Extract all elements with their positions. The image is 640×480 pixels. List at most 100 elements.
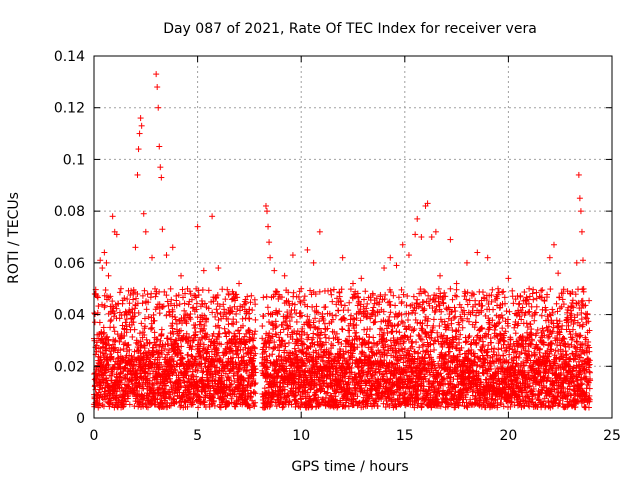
data-point [410, 293, 417, 300]
data-point [145, 299, 152, 306]
data-point [224, 286, 231, 293]
data-point [101, 329, 108, 336]
data-point [111, 328, 118, 335]
data-point [149, 324, 156, 331]
data-point [107, 395, 114, 402]
data-point [453, 286, 460, 293]
data-point [473, 312, 480, 319]
data-point [168, 296, 175, 303]
data-point [412, 316, 419, 323]
data-point [108, 316, 115, 323]
data-point [131, 403, 138, 410]
data-point [121, 332, 128, 339]
data-point [103, 341, 110, 348]
data-point [169, 308, 176, 315]
data-point [346, 299, 353, 306]
data-point [110, 324, 117, 331]
data-point [150, 351, 157, 358]
data-point [362, 288, 369, 295]
data-point [410, 327, 417, 334]
data-point [162, 354, 169, 361]
data-point [154, 396, 161, 403]
data-point [117, 347, 124, 354]
data-point [121, 401, 128, 408]
data-point [479, 289, 486, 296]
data-point [110, 345, 117, 352]
data-point [335, 339, 342, 346]
data-point [387, 309, 394, 316]
data-point [422, 289, 429, 296]
data-point [95, 345, 102, 352]
data-point [435, 285, 442, 292]
data-point [271, 345, 278, 352]
data-point [164, 335, 171, 342]
data-point [151, 329, 158, 336]
data-point [109, 298, 116, 305]
data-point [139, 329, 146, 336]
data-point [396, 329, 403, 336]
data-point [446, 348, 453, 355]
data-point [251, 388, 258, 395]
data-point [503, 308, 510, 315]
data-point [134, 290, 141, 297]
data-point [129, 381, 136, 388]
data-point [395, 294, 402, 301]
data-point [108, 377, 115, 384]
data-point [408, 340, 415, 347]
data-point [137, 338, 144, 345]
data-point [398, 298, 405, 305]
data-point [452, 308, 459, 315]
data-point [114, 403, 121, 410]
data-point [105, 361, 112, 368]
data-point [239, 315, 246, 322]
data-point [93, 373, 100, 380]
data-point [222, 296, 229, 303]
data-point [398, 318, 405, 325]
data-point [161, 288, 168, 295]
data-point [163, 292, 170, 299]
data-point [104, 333, 111, 340]
data-point [500, 288, 507, 295]
data-point [416, 344, 423, 351]
data-point [153, 342, 160, 349]
data-point [266, 344, 273, 351]
data-point [146, 377, 153, 384]
data-point [491, 333, 498, 340]
data-point [193, 300, 200, 307]
data-point [501, 294, 508, 301]
data-point [158, 361, 165, 368]
data-point [259, 323, 266, 330]
data-point [496, 319, 503, 326]
data-point [143, 306, 150, 313]
data-point [386, 313, 393, 320]
data-point [102, 369, 109, 376]
data-point [499, 315, 506, 322]
data-point [106, 401, 113, 408]
data-point [249, 307, 256, 314]
data-point [330, 286, 337, 293]
data-point [300, 297, 307, 304]
data-point [131, 326, 138, 333]
data-point [125, 341, 132, 348]
data-point [153, 376, 160, 383]
data-point [122, 319, 129, 326]
data-point [366, 326, 373, 333]
data-point [94, 293, 101, 300]
data-point [414, 296, 421, 303]
data-point [161, 394, 168, 401]
data-point [95, 303, 102, 310]
data-point [217, 404, 224, 411]
data-point [167, 379, 174, 386]
data-point [431, 346, 438, 353]
data-point [152, 293, 159, 300]
data-point [248, 292, 255, 299]
data-point [458, 304, 465, 311]
data-point [107, 318, 114, 325]
data-point [102, 287, 109, 294]
data-point [144, 404, 151, 411]
data-point [151, 317, 158, 324]
data-point [117, 379, 124, 386]
data-point [141, 315, 148, 322]
data-point [116, 315, 123, 322]
data-point [285, 339, 292, 346]
